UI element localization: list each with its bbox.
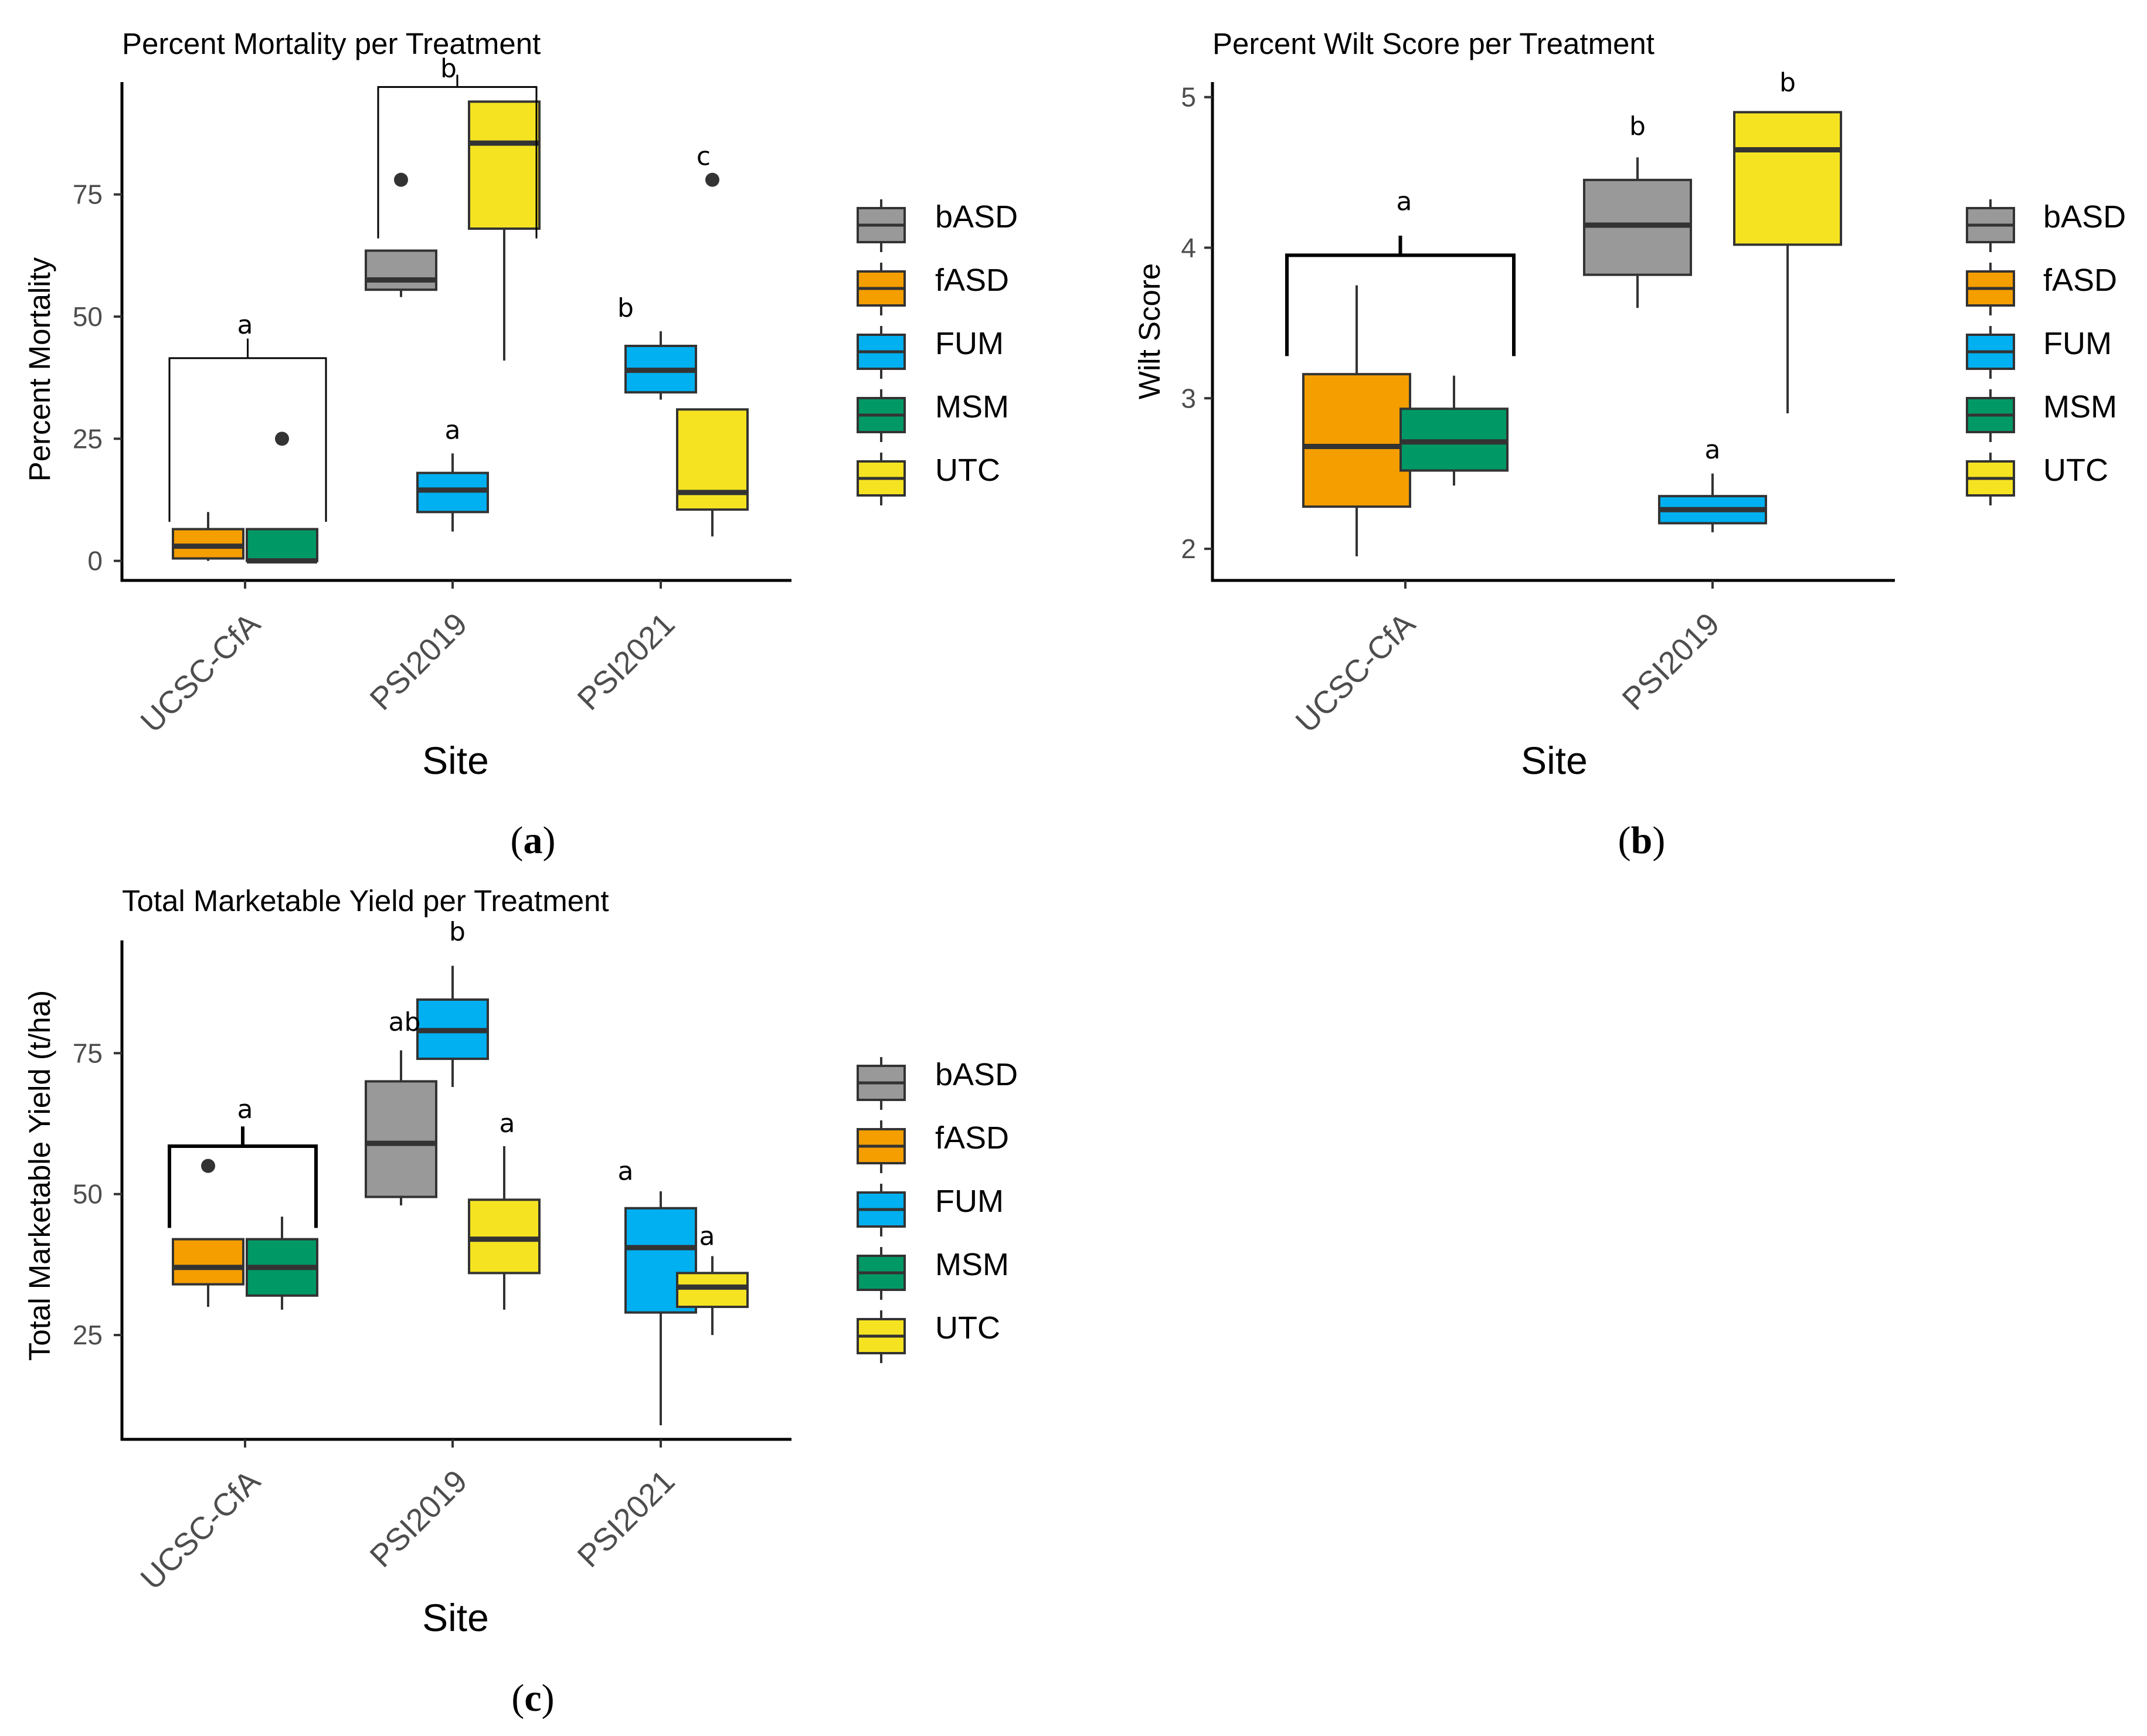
panel-a-ytick: 0 [87,546,103,576]
panel-a-label: (a) [511,819,556,862]
panel-c-ytick: 25 [73,1320,103,1350]
panel-c-plot [114,940,791,1448]
panel-b-ylabel: Wilt Score [1133,263,1166,399]
panel-b-ytick: 4 [1181,232,1196,263]
panel-a-plot [114,74,791,589]
box-ucsc-cfa-fasd [172,1238,244,1286]
panel-c-sig-letter: a [237,1095,253,1125]
box-ucsc-cfa-fasd [1302,373,1411,508]
panel-a-legend-label: FUM [935,326,1004,361]
box-ucsc-cfa-msm-outlier [275,432,289,446]
panel-a-title: Percent Mortality per Treatment [122,27,541,60]
panel-c-xtick: UCSC-CfA [134,1463,267,1596]
panel-a-legend-label: UTC [935,453,1000,488]
panel-a-xlabel: Site [422,739,489,782]
panel-b-sig-letter: b [1629,111,1646,141]
panel-c-label: (c) [511,1677,554,1720]
panel-c-xlabel: Site [422,1596,489,1639]
panel-a-ytick: 75 [73,179,103,210]
panel-a-legend-label: fASD [935,263,1009,298]
panel-b-xlabel: Site [1521,739,1588,782]
panel-c-xtick: PSI2021 [571,1463,682,1574]
panel-b-ytick: 3 [1181,383,1196,413]
box-psi2019-basd [365,1080,437,1198]
panel-c-letter: c [524,1677,541,1720]
box-psi2019-utc [1733,111,1842,246]
panel-a-xtick: UCSC-CfA [134,606,267,739]
panel-c-ytick: 50 [73,1179,103,1210]
panel-b-ytick: 2 [1181,534,1196,564]
panel-a-letter: a [524,819,543,862]
panel-c-legend-label: MSM [935,1247,1009,1282]
panel-b-sig-letter: a [1397,186,1412,216]
panel-c-legend-label: FUM [935,1184,1004,1219]
box-psi2021-utc-outlier [705,172,719,187]
box-ucsc-cfa-msm [246,528,318,562]
panel-b-sig-letter: a [1705,435,1721,465]
box-psi2019-basd [365,249,437,291]
panel-a-legend-label: bASD [935,199,1018,235]
significance-bracket [168,1144,318,1228]
box-psi2021-utc [676,1272,749,1309]
panel-b-legend-label: FUM [2043,326,2112,361]
panel-b-xtick: PSI2019 [1616,606,1727,717]
panel-a-sig-letter: b [440,54,457,84]
panel-a-ytick: 50 [73,301,103,332]
panel-c-xtick: PSI2019 [364,1463,474,1574]
panel-a-sig-letter: a [445,415,461,445]
panel-c-legend-label: UTC [935,1310,1000,1346]
panel-c-ylabel: Total Marketable Yield (t/ha) [23,990,56,1361]
panel-a-sig-letter: c [697,142,711,172]
panel-c-legend [857,1057,906,1363]
panel-c-title: Total Marketable Yield per Treatment [122,884,609,918]
panel-a-ylabel: Percent Mortality [23,257,56,481]
panel-b-letter: b [1631,819,1653,862]
panel-a: Percent Mortality per Treatment Percent … [23,27,1018,862]
box-ucsc-cfa-fasd-outlier [201,1159,215,1173]
panel-b-title: Percent Wilt Score per Treatment [1212,27,1655,60]
panel-c-sig-letter: b [449,917,466,947]
panel-c-ytick: 75 [73,1038,103,1068]
box-psi2019-utc [468,100,541,230]
box-psi2019-utc [468,1198,541,1275]
panel-c-sig-letter: a [618,1157,634,1187]
panel-c-sig-letter: a [500,1109,515,1139]
panel-c-legend-label: bASD [935,1057,1018,1092]
panel-b-legend [1966,199,2015,505]
panel-a-sig-letter: a [237,310,253,340]
panel-c-sig-letter: ab [389,1007,421,1037]
panel-b-label: (b) [1618,819,1666,862]
panel-a-legend [857,199,906,505]
panel-b-legend-label: MSM [2043,389,2117,424]
panel-a-ytick: 25 [73,423,103,454]
panel-a-legend-label: MSM [935,389,1009,424]
panel-b-sig-letter: b [1779,67,1796,97]
panel-b-plot [1204,82,1895,589]
panel-b-legend-label: UTC [2043,453,2108,488]
panel-c-legend-label: fASD [935,1120,1009,1156]
box-psi2019-basd-outlier [394,172,408,187]
panel-b-xtick: UCSC-CfA [1289,606,1422,739]
panel-b-ytick: 5 [1181,82,1196,113]
panel-c: Total Marketable Yield per Treatment Tot… [23,884,1018,1720]
panel-b: Percent Wilt Score per Treatment Wilt Sc… [1133,27,2126,862]
panel-b-legend-label: fASD [2043,263,2117,298]
panel-a-xtick: PSI2019 [364,606,474,717]
significance-bracket [1285,253,1516,356]
panel-a-sig-letter: b [617,293,634,323]
panel-b-legend-label: bASD [2043,199,2126,235]
panel-c-sig-letter: a [699,1221,715,1251]
significance-bracket [168,357,327,522]
panel-a-xtick: PSI2021 [571,606,682,717]
